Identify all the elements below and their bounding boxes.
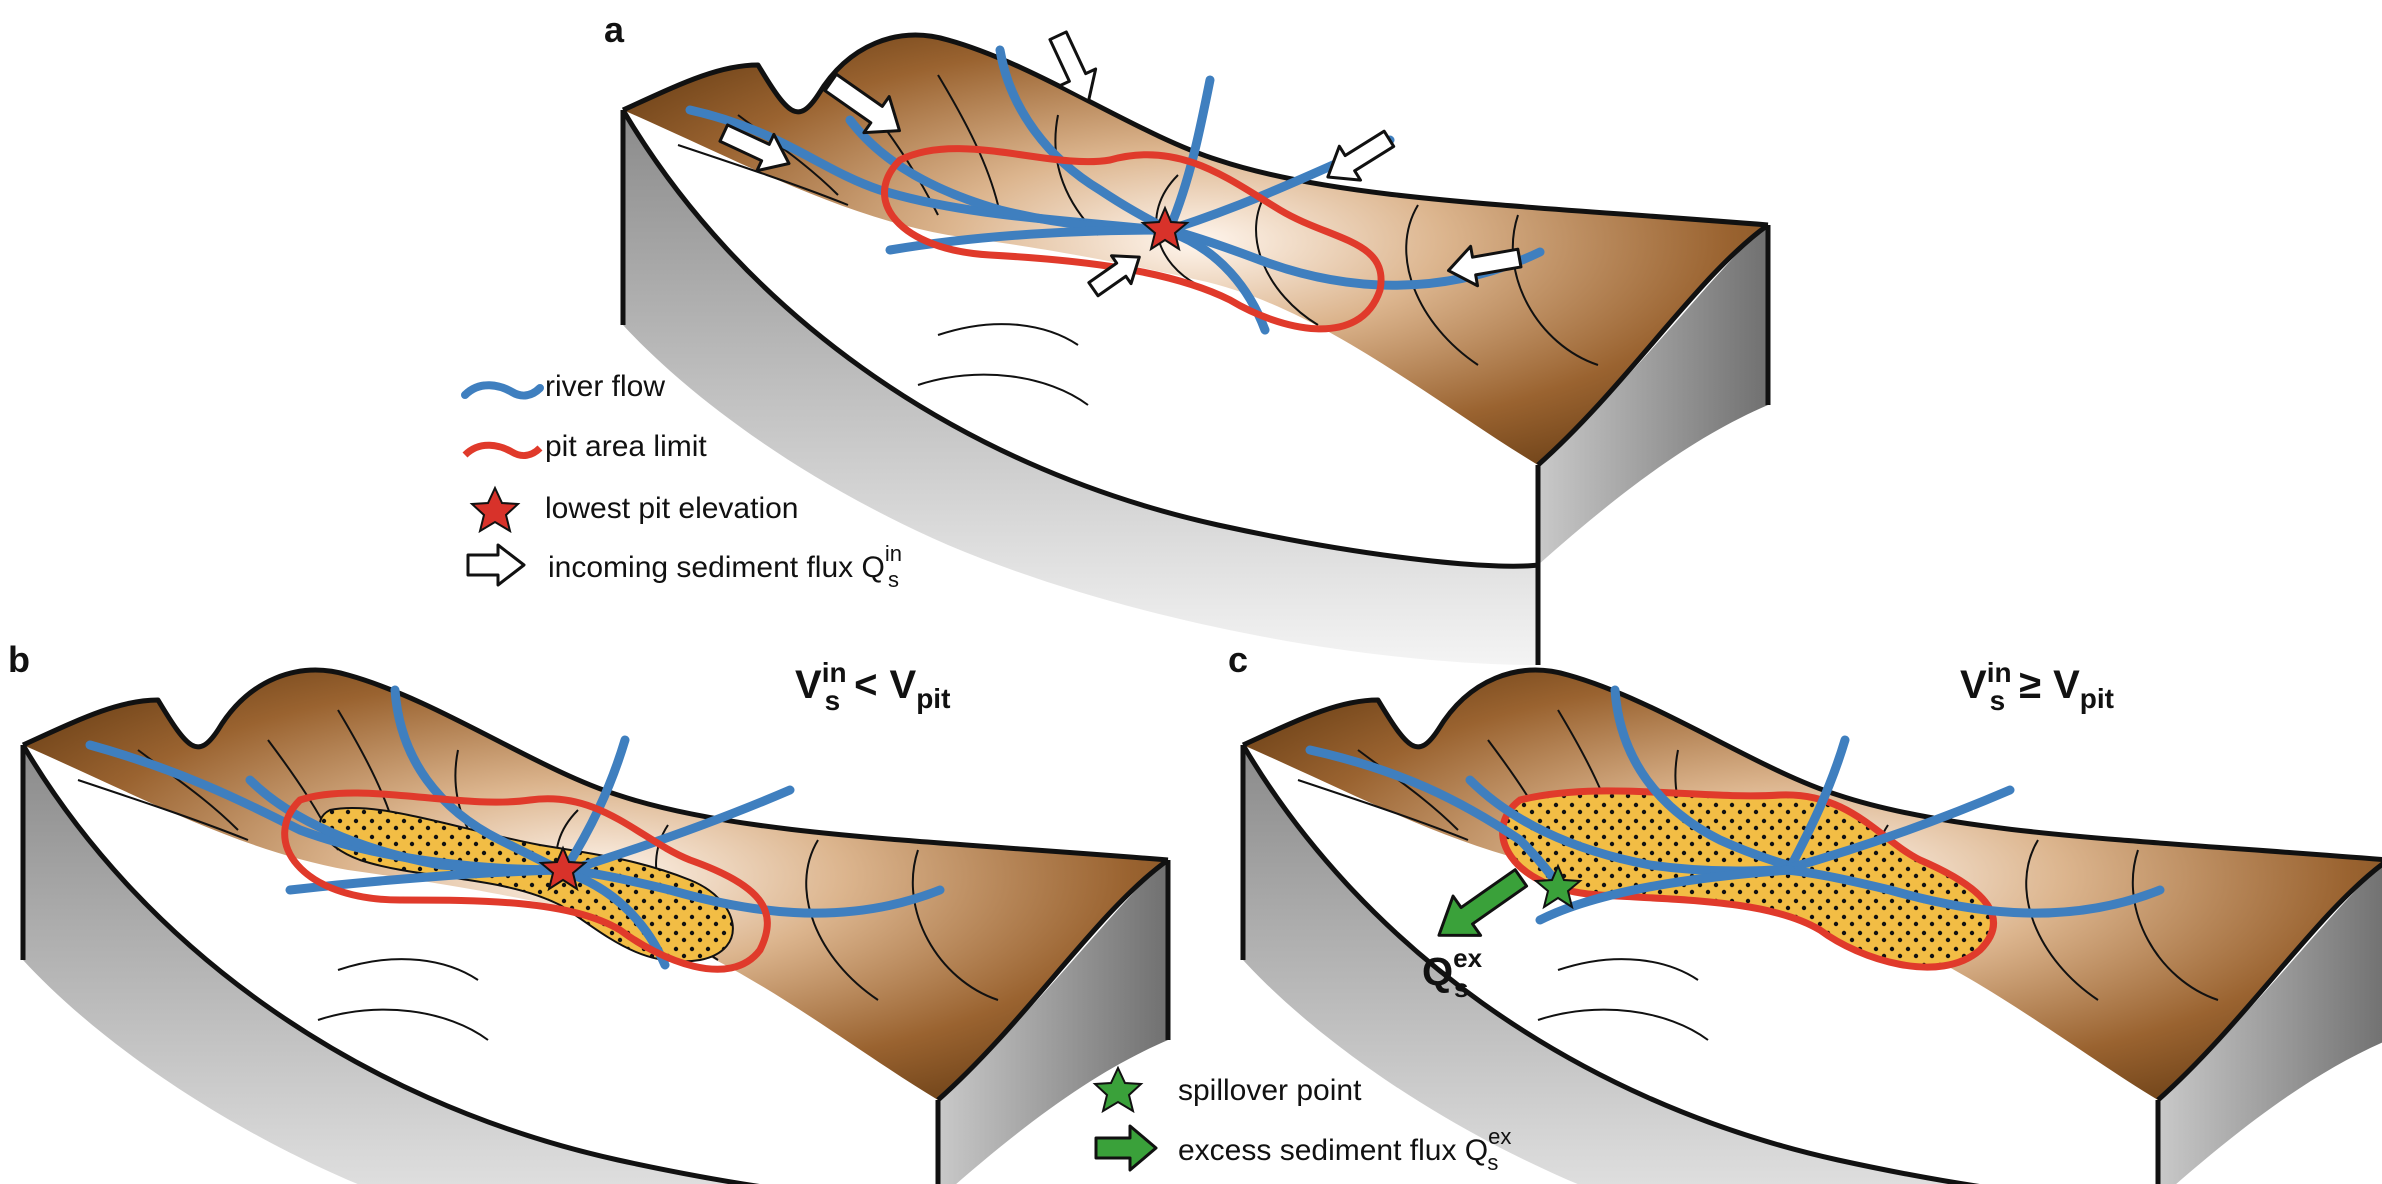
excess-flux-arrow-c: [1437, 868, 1529, 937]
panel-a: a: [604, 9, 1768, 665]
excess-flux-label-c: Qex s: [1422, 943, 1483, 1003]
lowest-pit-star-b: [538, 845, 588, 892]
incoming-flux-arrows-a: [718, 30, 1523, 298]
river-flow-icon: [461, 381, 544, 400]
condition-b: Vin s < Vpit: [795, 657, 950, 716]
legend-lowest-pit: lowest pit elevation: [545, 492, 798, 525]
rivers-c: [1305, 685, 2165, 925]
panel-b: b Vin s < Vpit: [8, 639, 1168, 1184]
legend-river-flow: river flow: [545, 370, 665, 403]
pit-area-limit-icon: [462, 441, 543, 459]
lowest-pit-star-a: [1140, 205, 1190, 252]
legend-a: river flow pit area limit lowest pit ele…: [461, 370, 902, 592]
legend-pit-area-limit: pit area limit: [545, 430, 707, 463]
green-star-icon: [1092, 1065, 1144, 1114]
pit-area-limit-a: [881, 145, 1385, 333]
legend-spillover: spillover point: [1178, 1074, 1362, 1107]
panel-label-c: c: [1228, 639, 1248, 680]
rivers-a: [685, 45, 1545, 335]
sediment-fill-b: [319, 807, 734, 963]
panel-label-a: a: [604, 9, 625, 50]
legend-incoming-flux: incoming sediment flux Qin s: [548, 541, 902, 592]
white-arrow-icon: [466, 543, 526, 587]
condition-c: Vin s ≥ Vpit: [1960, 657, 2114, 716]
legend-c: spillover point excess sediment flux Qex…: [1092, 1065, 1511, 1175]
red-star-icon: [469, 485, 521, 534]
green-arrow-icon: [1094, 1124, 1158, 1172]
pit-area-limit-b: [281, 789, 771, 973]
legend-excess-flux: excess sediment flux Qex s: [1178, 1124, 1511, 1175]
spillover-star-c: [1533, 863, 1583, 910]
panel-c: c Vin s ≥ Vpit Qex s: [1228, 639, 2382, 1184]
panel-label-b: b: [8, 639, 30, 680]
